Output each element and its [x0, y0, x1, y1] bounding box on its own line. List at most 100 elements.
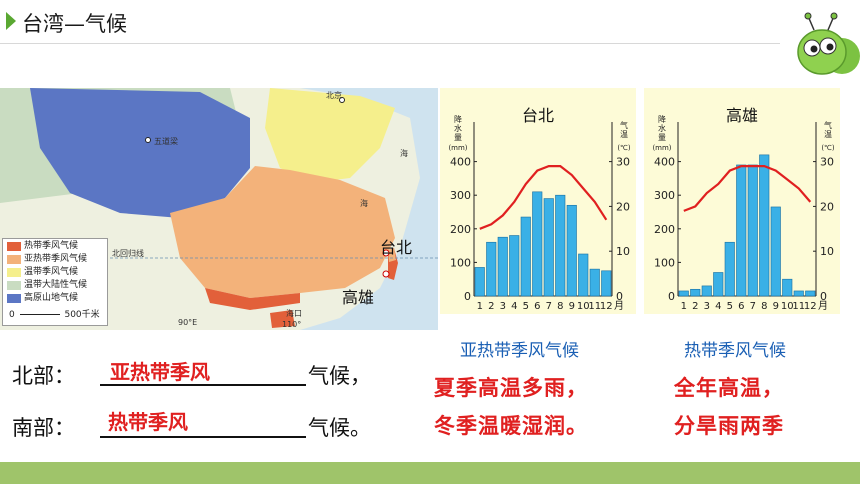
legend-swatch — [7, 281, 21, 290]
precip-bar — [589, 268, 600, 297]
precip-bar — [782, 278, 793, 297]
precip-bar — [747, 164, 758, 297]
precip-tick-label: 200 — [450, 223, 471, 236]
south-answer: 热带季风 — [108, 410, 188, 434]
scale-zero: 0 — [9, 310, 15, 320]
south-suffix: 气候。 — [308, 416, 371, 440]
tropical-feature-1: 全年高温， — [674, 376, 784, 400]
legend-label: 高原山地气候 — [24, 293, 79, 303]
precip-axis-unit: (mm) — [652, 144, 671, 152]
month-label: 4 — [511, 301, 517, 312]
longitude-110-label: 110° — [282, 320, 302, 329]
precip-bar — [701, 285, 712, 297]
precip-bar — [566, 204, 577, 297]
wudaoliang-label: 五道梁 — [154, 137, 178, 146]
precip-bar — [690, 288, 701, 297]
precip-bar — [678, 290, 689, 297]
subtropical-feature-2: 冬季温暖湿润。 — [434, 414, 588, 438]
precip-axis-unit: (mm) — [448, 144, 467, 152]
tropical-feature-2: 分旱雨两季 — [674, 414, 784, 438]
month-label: 3 — [500, 301, 506, 312]
temp-tick-label: 0 — [820, 290, 827, 303]
month-label: 2 — [692, 301, 698, 312]
precip-bar — [543, 198, 554, 297]
precip-bar — [555, 194, 566, 297]
temperature-line — [683, 165, 812, 212]
precip-bar — [724, 241, 735, 297]
month-label: 6 — [534, 301, 540, 312]
caterpillar-mascot-icon — [797, 12, 860, 75]
month-label: 10 — [781, 301, 794, 312]
month-label: 9 — [569, 301, 575, 312]
temp-tick-label: 10 — [616, 245, 630, 258]
legend-swatch — [7, 255, 21, 264]
gaoxiong-chart-title: 高雄 — [726, 106, 759, 125]
month-label: 10 — [577, 301, 590, 312]
taibei-chart-title: 台北 — [522, 106, 555, 125]
south-underline — [100, 436, 306, 438]
taibei-climate-chart: 降水量 (mm) 气温 (℃) 400 300 200 100 0 30 20 10 0 1 2 3 4 5 6 7 8… — [440, 88, 636, 314]
precip-tick-label: 400 — [450, 156, 471, 169]
north-underline — [100, 384, 306, 386]
temp-tick-label: 20 — [616, 200, 630, 213]
subtropical-feature-1: 夏季高温多雨， — [434, 376, 588, 400]
longitude-90-label: 90°E — [178, 318, 198, 327]
month-label: 4 — [715, 301, 721, 312]
temp-axis-title-char: 气 — [620, 120, 628, 130]
month-label: 5 — [523, 301, 529, 312]
legend-label: 热带季风气候 — [24, 241, 79, 251]
legend-label: 亚热带季风气候 — [24, 254, 88, 264]
month-label: 8 — [761, 301, 767, 312]
precip-bar — [486, 241, 497, 297]
precip-tick-label: 0 — [668, 290, 675, 303]
precip-axis-title-char: 水 — [658, 123, 666, 133]
precip-tick-label: 200 — [654, 223, 675, 236]
month-label: 8 — [557, 301, 563, 312]
precip-axis-title-char: 降 — [658, 114, 666, 124]
precip-bar — [601, 270, 612, 297]
slide-title: 台湾—气候 — [22, 12, 127, 36]
sea-label-2: 海 — [360, 199, 368, 208]
month-unit-label: 月 — [614, 300, 624, 312]
temp-tick-label: 10 — [820, 245, 834, 258]
month-label: 12 — [600, 301, 613, 312]
precip-tick-label: 100 — [450, 256, 471, 269]
legend-label: 温带大陆性气候 — [24, 280, 88, 290]
haikou-label: 海口 — [286, 309, 302, 318]
precip-axis-title-char: 降 — [454, 114, 462, 124]
taibei-map-label: 台北 — [380, 238, 413, 257]
precip-bar — [578, 253, 589, 297]
header-divider — [0, 43, 780, 44]
precip-bar — [759, 154, 770, 297]
temperature-line — [479, 165, 608, 230]
precip-tick-label: 100 — [654, 256, 675, 269]
precip-bar — [713, 272, 724, 297]
temp-axis-title-char: 温 — [824, 130, 832, 139]
month-label: 11 — [792, 301, 805, 312]
temp-axis-title-char: 气 — [824, 120, 832, 130]
precip-bar — [805, 290, 816, 297]
north-prefix: 北部： — [12, 364, 75, 388]
subtropical-label: 亚热带季风气候 — [460, 341, 579, 361]
precip-axis-title-char: 量 — [658, 133, 666, 142]
gaoxiong-map-label: 高雄 — [342, 288, 375, 307]
precip-bar — [770, 206, 781, 297]
precip-bar — [736, 164, 747, 297]
month-label: 3 — [704, 301, 710, 312]
sea-label-1: 海 — [400, 149, 408, 158]
temp-tick-label: 20 — [820, 200, 834, 213]
legend-swatch — [7, 242, 21, 251]
slide-header: 台湾—气候 — [0, 0, 860, 44]
month-label: 1 — [477, 301, 483, 312]
tropical-label: 热带季风气候 — [684, 341, 786, 361]
tropic-label: 北回归线 — [112, 249, 144, 258]
north-suffix: 气候， — [308, 364, 371, 388]
precip-tick-label: 300 — [654, 189, 675, 202]
precip-bar — [793, 290, 804, 297]
month-label: 9 — [773, 301, 779, 312]
map-scale: 0 500千米 — [9, 307, 100, 320]
temp-axis-unit: (℃) — [821, 144, 835, 152]
precip-bar — [474, 267, 485, 297]
north-answer: 亚热带季风 — [110, 360, 210, 384]
